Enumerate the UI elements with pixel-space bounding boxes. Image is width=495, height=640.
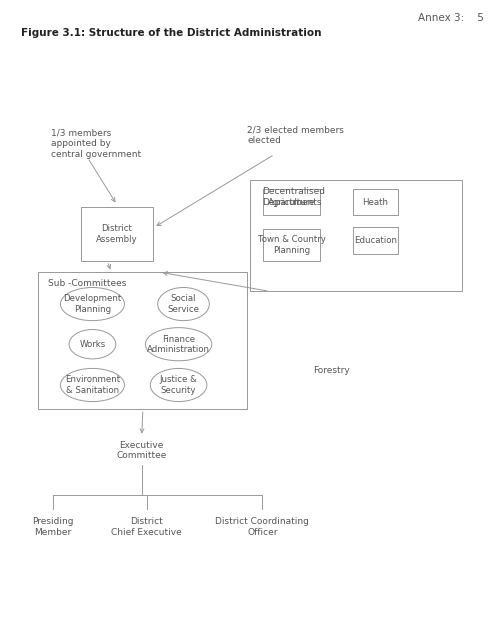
Text: Heath: Heath bbox=[362, 198, 389, 207]
Text: Presiding
Member: Presiding Member bbox=[32, 517, 74, 537]
Text: District Coordinating
Officer: District Coordinating Officer bbox=[215, 517, 309, 537]
FancyBboxPatch shape bbox=[81, 207, 153, 261]
Ellipse shape bbox=[60, 287, 124, 321]
Text: Decentralised
Departments: Decentralised Departments bbox=[262, 188, 325, 207]
FancyBboxPatch shape bbox=[263, 189, 320, 216]
Text: District
Assembly: District Assembly bbox=[96, 224, 138, 244]
Text: Justice &
Security: Justice & Security bbox=[160, 375, 198, 395]
Ellipse shape bbox=[146, 328, 212, 361]
FancyBboxPatch shape bbox=[38, 272, 248, 409]
Text: Education: Education bbox=[354, 236, 397, 245]
Text: Development
Planning: Development Planning bbox=[63, 294, 122, 314]
Text: Annex 3:    5: Annex 3: 5 bbox=[418, 13, 484, 23]
FancyBboxPatch shape bbox=[263, 229, 320, 260]
Text: Forestry: Forestry bbox=[313, 367, 349, 376]
Text: Executive
Committee: Executive Committee bbox=[116, 441, 167, 460]
Text: District
Chief Executive: District Chief Executive bbox=[111, 517, 182, 537]
Text: Environment
& Sanitation: Environment & Sanitation bbox=[65, 375, 120, 395]
Text: Agriculture: Agriculture bbox=[268, 198, 315, 207]
Text: Sub -Committees: Sub -Committees bbox=[48, 278, 127, 287]
Text: Works: Works bbox=[79, 340, 105, 349]
FancyBboxPatch shape bbox=[353, 189, 397, 216]
FancyBboxPatch shape bbox=[250, 180, 462, 291]
Ellipse shape bbox=[150, 369, 207, 401]
Ellipse shape bbox=[60, 369, 124, 401]
Text: Town & Country
Planning: Town & Country Planning bbox=[258, 235, 326, 255]
FancyBboxPatch shape bbox=[353, 227, 397, 253]
Text: Figure 3.1: Structure of the District Administration: Figure 3.1: Structure of the District Ad… bbox=[21, 28, 322, 38]
Text: Social
Service: Social Service bbox=[167, 294, 199, 314]
Ellipse shape bbox=[69, 330, 116, 359]
Text: 2/3 elected members
elected: 2/3 elected members elected bbox=[248, 125, 345, 145]
Text: Finance
Administration: Finance Administration bbox=[147, 335, 210, 354]
Ellipse shape bbox=[158, 287, 209, 321]
Text: 1/3 members
appointed by
central government: 1/3 members appointed by central governm… bbox=[50, 129, 141, 159]
